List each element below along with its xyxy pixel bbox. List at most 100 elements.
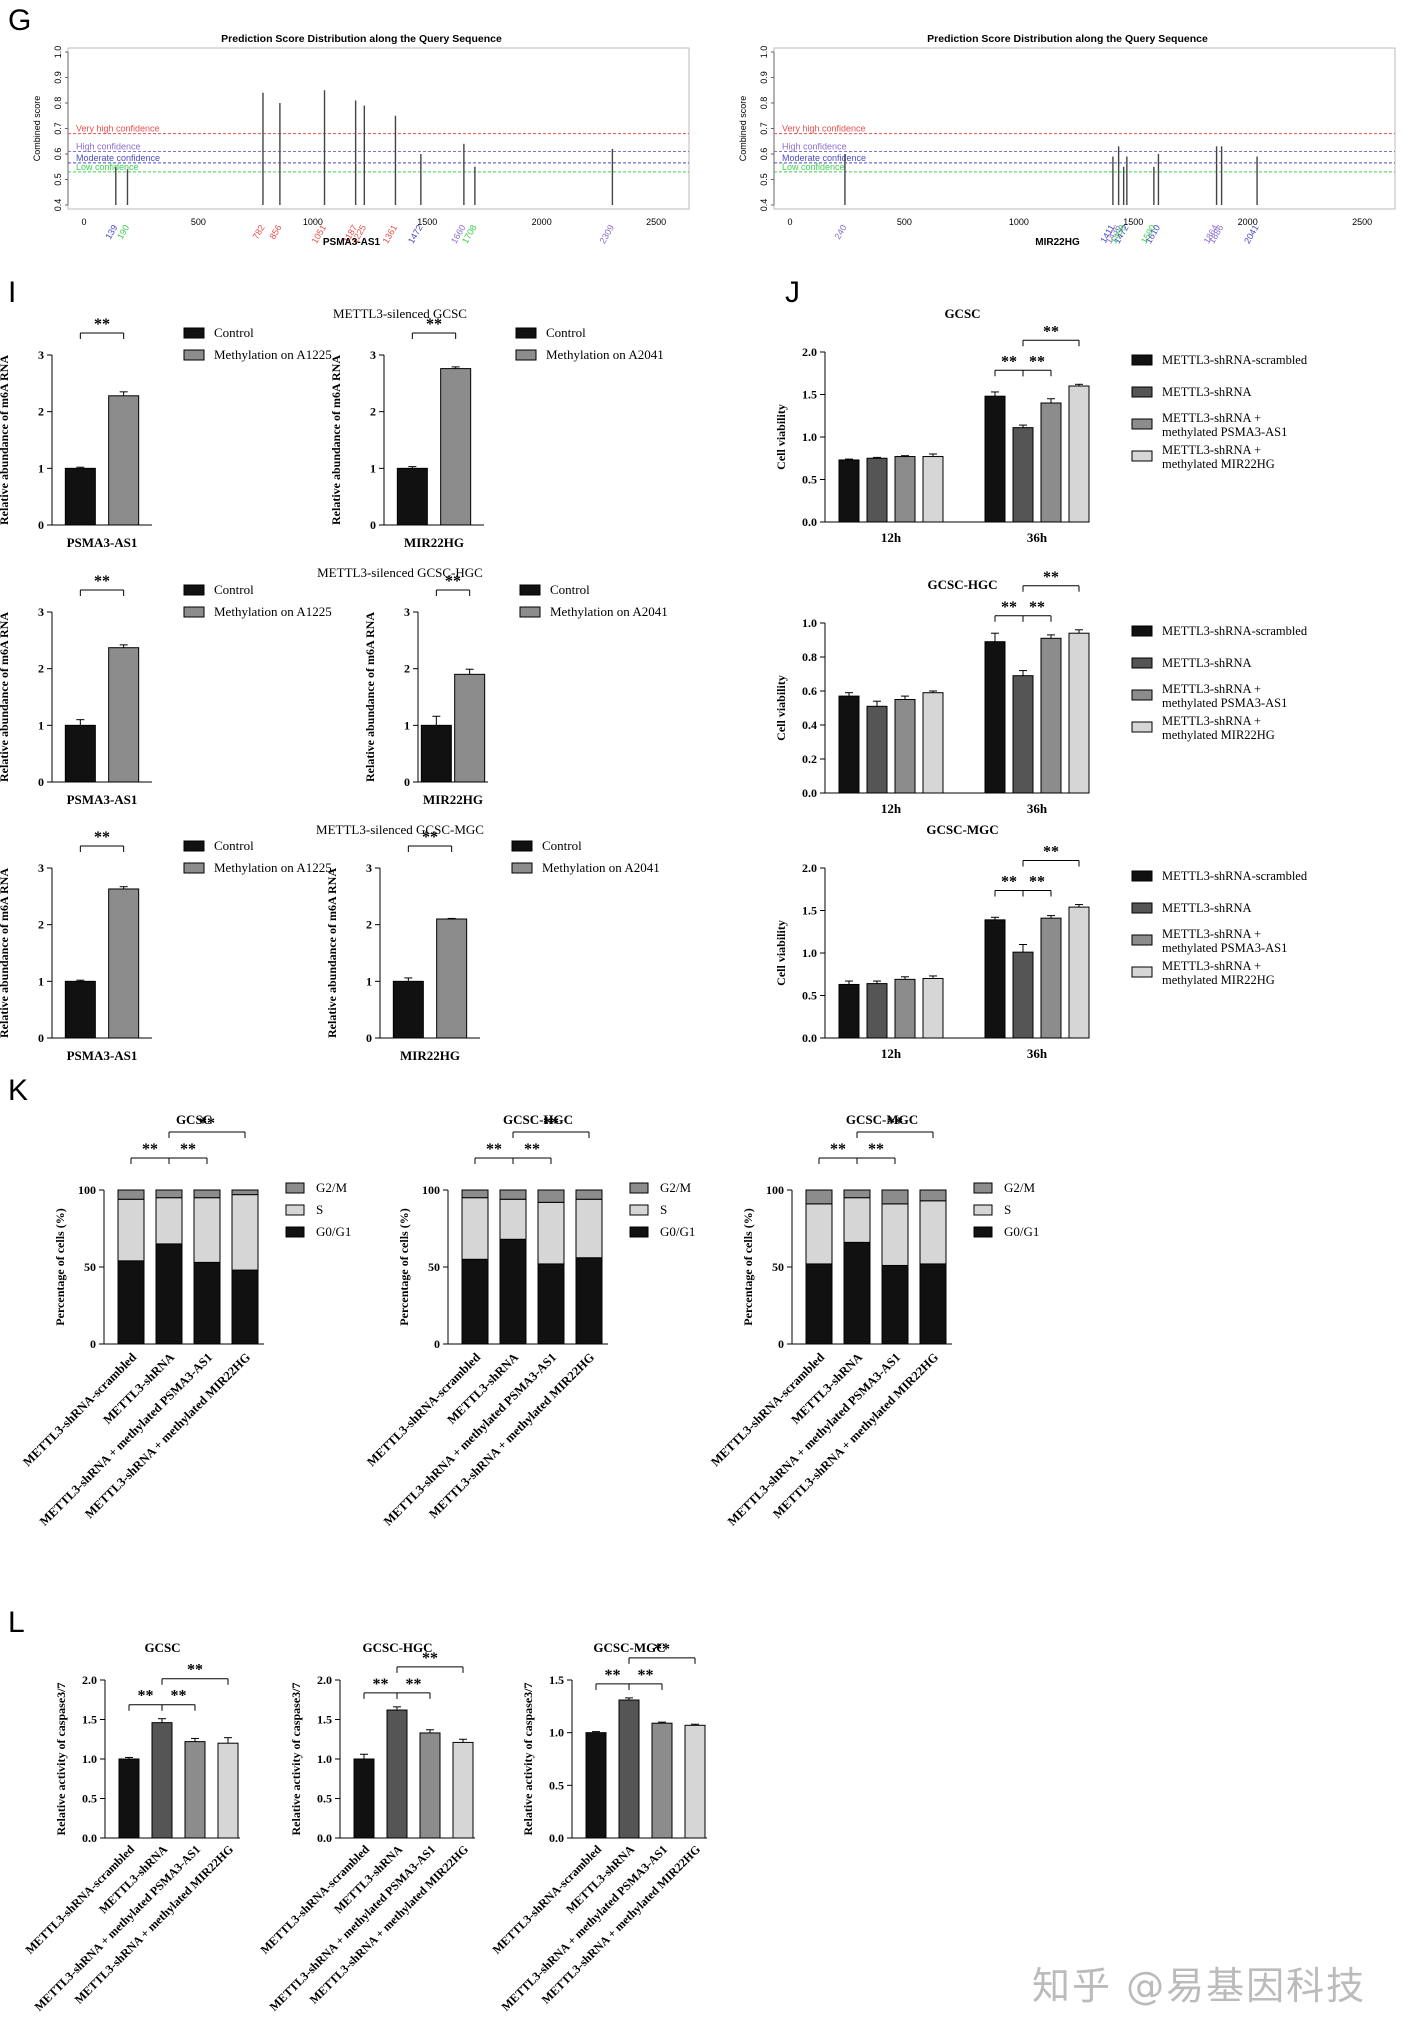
legend-label: METTL3-shRNA + xyxy=(1162,959,1261,973)
legend-swatch xyxy=(519,606,541,618)
x-tick-label: 36h xyxy=(1027,530,1048,545)
sig-marker: ** xyxy=(1043,569,1059,586)
y-axis-label: Relative abundance of m6A RNA xyxy=(329,355,343,525)
sig-marker: ** xyxy=(422,1650,438,1667)
sig-marker: ** xyxy=(638,1667,654,1684)
y-tick-label: 0.5 xyxy=(53,173,63,186)
m6a-chart: 0 1 2 3 Relative abundance of m6A RNA ** PSMA3… xyxy=(0,829,332,1063)
legend-swatch xyxy=(183,584,205,596)
sig-marker: ** xyxy=(543,1115,559,1132)
bar xyxy=(922,456,944,523)
legend-label: G2/M xyxy=(316,1180,348,1195)
legend-swatch xyxy=(183,840,205,852)
section-title: METTL3-silenced GCSC-HGC xyxy=(317,565,483,580)
y-axis-label: Percentage of cells (%) xyxy=(741,1208,755,1325)
y-tick-label: 0.7 xyxy=(53,122,63,135)
bar xyxy=(922,692,944,794)
bar xyxy=(984,395,1006,523)
x-tick-label: 2000 xyxy=(532,217,552,227)
stack-segment xyxy=(919,1263,947,1345)
y-tick-label: 0 xyxy=(434,1337,440,1351)
bar xyxy=(838,983,860,1039)
stack-segment xyxy=(843,1241,871,1345)
y-tick-label: 0.6 xyxy=(759,148,769,161)
sig-marker: ** xyxy=(524,1141,540,1158)
legend-label: Control xyxy=(214,838,254,853)
bar xyxy=(984,919,1006,1039)
y-tick-label: 1 xyxy=(38,974,44,988)
legend-swatch xyxy=(1131,870,1153,882)
stack-segment xyxy=(461,1189,489,1199)
y-tick-label: 0.8 xyxy=(759,97,769,110)
bar xyxy=(922,978,944,1039)
m6a-chart: 0 1 2 3 Relative abundance of m6A RNA ** MIR22… xyxy=(325,829,660,1063)
legend-label: methylated PSMA3-AS1 xyxy=(1162,941,1287,955)
y-tick-label: 3 xyxy=(366,861,372,875)
bar xyxy=(838,459,860,523)
stack-segment xyxy=(461,1258,489,1345)
x-tick-label: 0 xyxy=(787,217,792,227)
legend-swatch xyxy=(515,327,537,339)
sig-marker: ** xyxy=(868,1141,884,1158)
bar xyxy=(585,1732,607,1839)
y-tick-label: 1.5 xyxy=(317,1713,332,1727)
y-axis-label: Relative activity of caspase3/7 xyxy=(289,1683,303,1836)
stack-segment xyxy=(193,1189,221,1199)
x-axis-label: PSMA3-AS1 xyxy=(67,1048,138,1063)
y-tick-label: 0.8 xyxy=(53,97,63,110)
sig-marker: ** xyxy=(142,1141,158,1158)
y-tick-label: 3 xyxy=(38,861,44,875)
prediction-chart: Prediction Score Distribution along the … xyxy=(32,33,690,248)
legend-label: S xyxy=(316,1202,323,1217)
bar xyxy=(108,395,140,526)
legend-label: METTL3-shRNA + xyxy=(1162,411,1261,425)
bar xyxy=(894,456,916,523)
y-axis-label: Cell viability xyxy=(774,404,788,470)
y-tick-label: 1.0 xyxy=(802,430,817,444)
x-tick-label: 36h xyxy=(1027,1046,1048,1061)
sig-marker: ** xyxy=(199,1115,215,1132)
y-tick-label: 100 xyxy=(766,1183,784,1197)
sig-marker: ** xyxy=(1029,599,1045,616)
stack-segment xyxy=(193,1197,221,1263)
sig-marker: ** xyxy=(426,316,442,333)
y-tick-label: 0.9 xyxy=(759,71,769,84)
bar xyxy=(436,918,468,1039)
legend-label: METTL3-shRNA + xyxy=(1162,714,1261,728)
sig-marker: ** xyxy=(1001,874,1017,891)
position-label: 856 xyxy=(267,223,283,241)
y-tick-label: 0.6 xyxy=(53,148,63,161)
y-tick-label: 1.0 xyxy=(53,46,63,59)
legend-label: Methylation on A1225 xyxy=(214,860,332,875)
stack-segment xyxy=(117,1260,145,1345)
y-tick-label: 0 xyxy=(38,775,44,789)
chart-title: GCSC xyxy=(176,1112,212,1127)
threshold-label: Low confidence xyxy=(782,162,845,172)
legend-swatch xyxy=(973,1226,993,1238)
stack-segment xyxy=(881,1203,909,1266)
chart-title: GCSC xyxy=(144,1640,180,1655)
sig-marker: ** xyxy=(373,1676,389,1693)
stack-segment xyxy=(155,1197,183,1245)
plot-frame xyxy=(773,47,1396,210)
x-tick-label: 36h xyxy=(1027,801,1048,816)
bar xyxy=(386,1709,408,1839)
legend-swatch xyxy=(285,1182,305,1194)
stack-segment xyxy=(843,1197,871,1243)
legend-label: METTL3-shRNA xyxy=(1162,901,1252,915)
viability-chart: GCSC 0.0 0.5 1.0 1.5 2.0 Cell viability 12h 36h *… xyxy=(774,306,1308,545)
stack-segment xyxy=(805,1263,833,1345)
y-axis-label: Relative abundance of m6A RNA xyxy=(363,612,377,782)
sig-marker: ** xyxy=(187,1662,203,1679)
y-tick-label: 0 xyxy=(366,1031,372,1045)
legend-label: METTL3-shRNA xyxy=(1162,385,1252,399)
y-axis-label: Cell viability xyxy=(774,920,788,986)
stack-segment xyxy=(499,1238,527,1345)
bar xyxy=(1012,951,1034,1039)
m6a-chart: 0 1 2 3 Relative abundance of m6A RNA ** PSMA3… xyxy=(0,316,332,550)
caspase-chart: GCSC 0.0 0.5 1.0 1.5 2.0 Relative activity of … xyxy=(23,1640,240,2014)
bar xyxy=(866,457,888,523)
bar xyxy=(108,647,140,783)
sig-marker: ** xyxy=(1029,353,1045,370)
